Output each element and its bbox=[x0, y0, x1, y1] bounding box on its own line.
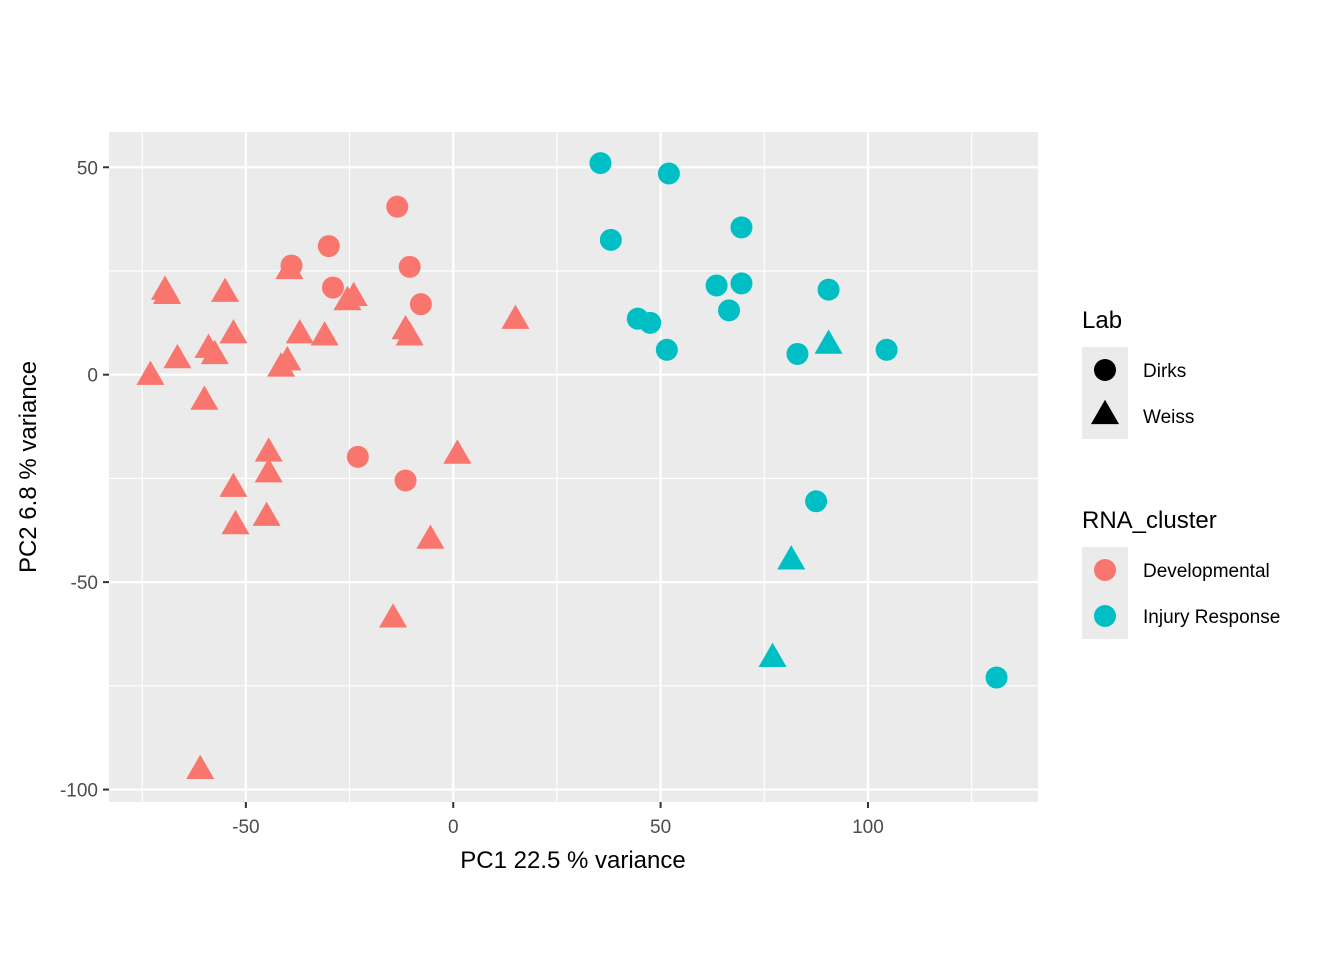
data-point-circle bbox=[718, 299, 741, 322]
data-point-triangle bbox=[333, 285, 362, 311]
data-point-circle bbox=[985, 666, 1008, 689]
data-point-circle bbox=[317, 235, 340, 258]
data-point-circle bbox=[386, 195, 409, 218]
data-point-circle bbox=[730, 216, 753, 239]
y-axis-ticks: -100 -50 0 50 bbox=[60, 158, 109, 802]
data-point-triangle bbox=[501, 304, 530, 329]
data-point-triangle bbox=[267, 352, 296, 377]
y-tick-label: 0 bbox=[87, 366, 98, 387]
data-point-triangle bbox=[219, 319, 248, 344]
legend-label: Weiss bbox=[1143, 407, 1194, 428]
legend-label: Injury Response bbox=[1143, 607, 1280, 628]
x-axis-title: PC1 22.5 % variance bbox=[460, 847, 685, 874]
legend-label: Dirks bbox=[1143, 361, 1186, 382]
legend-key-circle bbox=[1094, 559, 1116, 581]
x-tick-label: 0 bbox=[448, 817, 459, 838]
data-point-circle bbox=[409, 293, 432, 316]
data-point-triangle bbox=[219, 472, 248, 497]
data-point-triangle bbox=[200, 339, 229, 365]
legend-label: Developmental bbox=[1143, 561, 1270, 582]
data-point-triangle bbox=[310, 321, 339, 346]
data-points bbox=[136, 152, 1008, 779]
data-point-triangle bbox=[443, 439, 472, 464]
plot-panel bbox=[109, 132, 1038, 802]
data-point-triangle bbox=[190, 385, 219, 410]
x-tick-label: 100 bbox=[852, 817, 884, 838]
legend-key-circle bbox=[1094, 605, 1116, 627]
data-point-circle bbox=[394, 469, 417, 492]
data-point-triangle bbox=[814, 329, 843, 354]
y-tick-label: 50 bbox=[77, 158, 98, 179]
y-tick-label: -100 bbox=[60, 781, 98, 802]
data-point-triangle bbox=[163, 343, 192, 369]
data-point-circle bbox=[730, 272, 753, 295]
data-point-circle bbox=[817, 278, 840, 301]
legend-key-circle bbox=[1094, 359, 1116, 381]
data-point-circle bbox=[875, 338, 898, 361]
major-gridlines bbox=[109, 132, 1038, 802]
data-point-triangle bbox=[254, 437, 283, 462]
data-point-circle bbox=[599, 228, 622, 251]
data-point-circle bbox=[657, 162, 680, 185]
data-point-triangle bbox=[186, 754, 215, 779]
data-point-triangle bbox=[758, 642, 787, 667]
data-point-circle bbox=[346, 445, 369, 468]
data-point-circle bbox=[639, 311, 662, 334]
legend-title: Lab bbox=[1082, 307, 1122, 334]
data-point-triangle bbox=[136, 360, 165, 385]
data-point-triangle bbox=[416, 524, 445, 549]
data-point-triangle bbox=[275, 254, 304, 280]
data-point-circle bbox=[589, 152, 612, 175]
data-point-circle bbox=[705, 274, 728, 297]
data-point-triangle bbox=[254, 458, 283, 483]
data-point-triangle bbox=[777, 545, 806, 570]
data-point-triangle bbox=[285, 319, 314, 344]
legend-title: RNA_cluster bbox=[1082, 507, 1217, 534]
x-axis-ticks: -50 0 50 100 bbox=[232, 802, 884, 838]
data-point-triangle bbox=[252, 501, 281, 526]
x-tick-label: -50 bbox=[232, 817, 259, 838]
data-point-circle bbox=[398, 255, 421, 278]
data-point-circle bbox=[321, 276, 344, 299]
data-point-circle bbox=[805, 490, 828, 513]
data-point-circle bbox=[786, 342, 809, 365]
y-axis-title: PC2 6.8 % variance bbox=[15, 361, 42, 573]
x-tick-label: 50 bbox=[650, 817, 671, 838]
data-point-circle bbox=[655, 338, 678, 361]
data-point-triangle bbox=[153, 279, 182, 304]
y-tick-label: -50 bbox=[71, 573, 98, 594]
data-point-triangle bbox=[379, 603, 408, 628]
minor-gridlines bbox=[109, 132, 1038, 802]
legend-key-triangle bbox=[1090, 399, 1120, 425]
data-point-triangle bbox=[221, 509, 250, 535]
data-point-triangle bbox=[211, 277, 240, 302]
data-point-triangle bbox=[395, 321, 424, 346]
legend: Lab Dirks Weiss RNA_cluster Developmental Inj… bbox=[1082, 307, 1280, 639]
